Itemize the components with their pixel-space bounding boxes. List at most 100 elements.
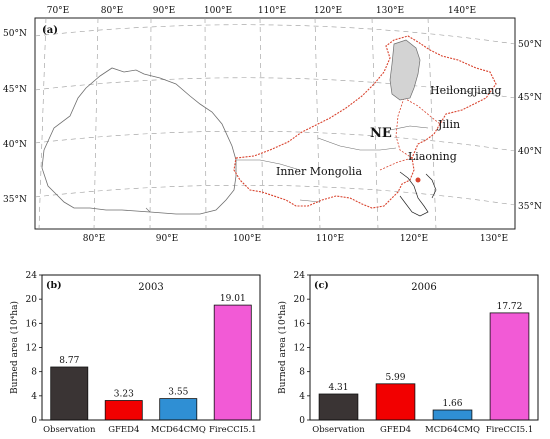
- data-label: 1.66: [442, 399, 462, 409]
- bar: [489, 312, 530, 421]
- top-lon-label: 70°E: [47, 6, 70, 16]
- top-lon-label: 120°E: [314, 6, 342, 16]
- bottom-lon-label: 90°E: [156, 234, 179, 244]
- category-label: GFED4: [108, 425, 139, 435]
- bar: [50, 366, 89, 421]
- right-lat-label: 50°N: [518, 40, 542, 50]
- heilongjiang-label: Heilongjiang: [430, 84, 502, 97]
- y-tick-label: 24: [26, 271, 38, 281]
- ne-label: NE: [370, 126, 392, 141]
- parallel-45: [34, 77, 516, 99]
- chart-title: 2003: [138, 282, 163, 293]
- meridian-140: [427, 17, 437, 230]
- top-lon-label: 110°E: [258, 6, 286, 16]
- ne-region-boundary: [233, 35, 497, 209]
- y-tick-label: 16: [294, 319, 306, 329]
- liaoning-label: Liaoning: [408, 150, 457, 163]
- meridian-120: [314, 17, 321, 230]
- data-label: 3.23: [114, 390, 134, 400]
- y-tick-label: 0: [299, 416, 305, 426]
- bottom-lon-label: 110°E: [316, 234, 344, 244]
- map-panel: (a) Heilongjiang Jilin Liaoning Inner Mo…: [3, 6, 542, 244]
- y-tick-label: 8: [299, 368, 305, 378]
- data-label: 19.01: [220, 294, 246, 304]
- meridian-100: [204, 17, 207, 230]
- panel-label: (b): [46, 280, 62, 291]
- right-lat-label: 40°N: [518, 147, 542, 157]
- bottom-lon-label: 130°E: [480, 234, 508, 244]
- map-frame: [34, 17, 516, 230]
- top-lon-label: 140°E: [448, 6, 476, 16]
- y-tick-label: 20: [26, 295, 38, 305]
- top-lon-label: 80°E: [101, 6, 124, 16]
- left-lat-label: 50°N: [3, 29, 27, 39]
- right-lat-label: 45°N: [518, 93, 542, 103]
- map-panel-label: (a): [42, 25, 58, 36]
- category-label: FireCCI5.1: [209, 425, 257, 435]
- top-lon-labels: 70°E 80°E 90°E 100°E 110°E 120°E 130°E 1…: [47, 6, 476, 16]
- bottom-lon-label: 100°E: [233, 234, 261, 244]
- category-label: Observation: [43, 425, 96, 435]
- meridian-110: [259, 17, 264, 230]
- parallel-50: [34, 24, 516, 45]
- data-label: 3.55: [168, 388, 188, 398]
- bar: [213, 304, 252, 421]
- bar: [375, 383, 416, 421]
- map-graticule: [34, 17, 516, 230]
- panel-label: (c): [314, 280, 329, 291]
- coastline: [399, 171, 437, 217]
- top-lon-label: 100°E: [204, 6, 232, 16]
- data-label: 5.99: [385, 373, 405, 383]
- bar-chart-2006: 4.31 Observation 5.99 GFED4 1.66 MCD64CMQ 17.7…: [277, 271, 539, 435]
- inner-mongolia-label: Inner Mongolia: [276, 165, 362, 178]
- bottom-lon-label: 120°E: [400, 234, 428, 244]
- bar: [318, 393, 359, 421]
- bottom-lon-labels: 80°E 90°E 100°E 110°E 120°E 130°E: [83, 234, 508, 244]
- y-axis-label: Burned area (10⁴ha): [277, 301, 288, 394]
- city-marker: [415, 177, 421, 183]
- category-label: MCD64CMQ: [151, 425, 206, 435]
- highlighted-area: [389, 39, 421, 101]
- left-lat-label: 40°N: [3, 140, 27, 150]
- right-lat-labels: 50°N 45°N 40°N 35°N: [518, 40, 542, 212]
- left-lat-label: 45°N: [3, 85, 27, 95]
- y-tick-label: 12: [294, 344, 305, 354]
- y-tick-label: 8: [31, 368, 37, 378]
- top-lon-label: 130°E: [376, 6, 404, 16]
- bar: [104, 400, 143, 421]
- meridian-90: [149, 17, 152, 230]
- jilin-label: Jilin: [437, 118, 460, 131]
- data-label: 8.77: [59, 356, 79, 366]
- category-label: FireCCI5.1: [486, 425, 534, 435]
- y-tick-label: 24: [294, 271, 306, 281]
- parallel-40: [34, 130, 516, 152]
- meridian-70: [38, 17, 47, 230]
- category-label: Observation: [312, 425, 365, 435]
- data-label: 4.31: [328, 383, 348, 393]
- bottom-lon-label: 80°E: [83, 234, 106, 244]
- y-axis-label: Burned area (10⁴ha): [9, 301, 20, 394]
- y-tick-label: 20: [294, 295, 306, 305]
- right-lat-label: 35°N: [518, 202, 542, 212]
- y-tick-label: 12: [26, 344, 37, 354]
- top-lon-label: 90°E: [153, 6, 176, 16]
- inner-outline: [145, 125, 429, 213]
- left-lat-label: 35°N: [3, 195, 27, 205]
- category-label: GFED4: [380, 425, 411, 435]
- meridian-130: [371, 17, 379, 230]
- bar: [159, 398, 198, 421]
- parallel-35: [34, 184, 516, 206]
- y-tick-label: 0: [31, 416, 37, 426]
- bar: [432, 409, 473, 421]
- y-tick-label: 4: [299, 392, 305, 402]
- left-lat-labels: 50°N 45°N 40°N 35°N: [3, 29, 27, 205]
- bar-chart-2003: 8.77 Observation 3.23 GFED4 3.55 MCD64CMQ 19.0…: [9, 271, 261, 435]
- category-label: MCD64CMQ: [425, 425, 480, 435]
- province-outline: [41, 67, 237, 215]
- ne-inner-boundaries: [379, 97, 441, 171]
- meridian-80: [93, 17, 99, 230]
- data-label: 17.72: [497, 302, 523, 312]
- y-tick-label: 4: [31, 392, 37, 402]
- chart-title: 2006: [411, 282, 436, 293]
